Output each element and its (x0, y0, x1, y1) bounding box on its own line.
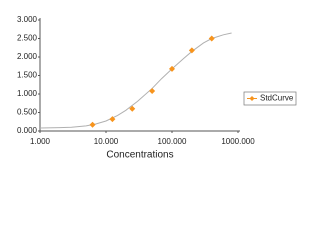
y-tick-label: 0.500 (17, 108, 38, 117)
point (149, 88, 156, 95)
point (129, 105, 136, 112)
fit-curve (39, 32, 232, 129)
point (89, 121, 96, 128)
legend-label: StdCurve (260, 94, 294, 103)
point (188, 47, 195, 54)
y-tick-label: 1.500 (17, 71, 38, 80)
legend-marker (249, 96, 255, 101)
x-tick-label: 100.000 (158, 137, 187, 146)
point (169, 65, 175, 72)
chart: Concentrations 0.000 0.500 1.000 1.500 2.000… (17, 15, 297, 161)
point (208, 35, 215, 42)
y-tick-label: 2.000 (17, 52, 38, 61)
x-tick-label: 1000.000 (221, 137, 255, 146)
legend-box (243, 91, 297, 106)
x-tick-label: 1.000 (30, 137, 51, 146)
y-tick-label: 1.000 (17, 89, 38, 98)
y-tick-label: 2.500 (17, 34, 38, 43)
x-axis-label: Concentrations (106, 150, 173, 161)
y-tick-label: 0.000 (17, 126, 38, 135)
point (109, 116, 116, 123)
y-tick-label: 3.000 (17, 15, 38, 24)
x-tick-label: 10.000 (94, 137, 119, 146)
